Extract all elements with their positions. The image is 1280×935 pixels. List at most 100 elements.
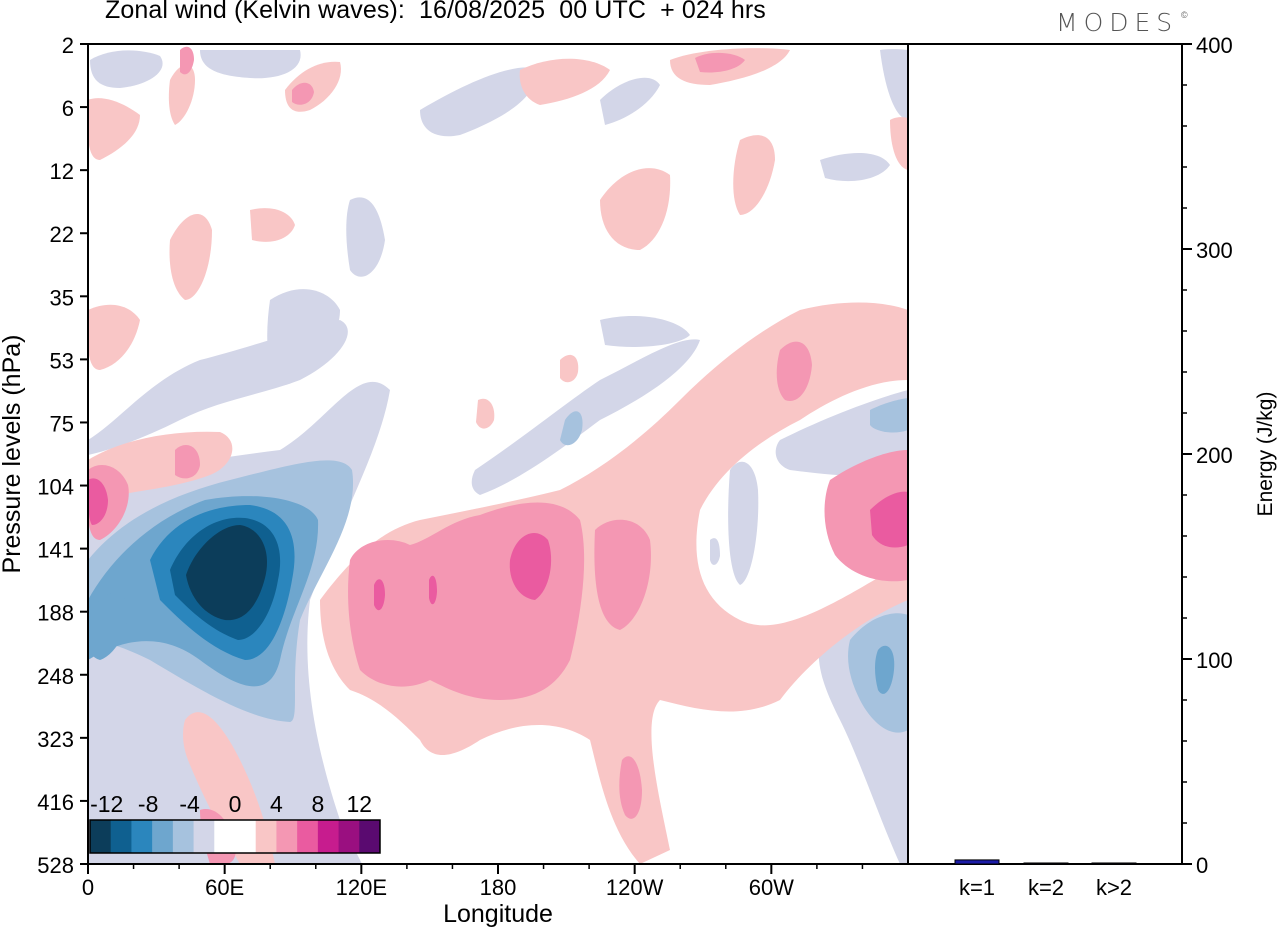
y-tick-label: 6 bbox=[62, 96, 74, 121]
colorbar-swatch bbox=[110, 820, 132, 853]
x-tick-label: 120E bbox=[336, 875, 387, 900]
neg-region bbox=[880, 49, 908, 120]
y-tick-label: 248 bbox=[37, 664, 74, 689]
pos-region bbox=[600, 168, 671, 250]
colorbar-label: -4 bbox=[179, 791, 200, 817]
energy-tick-label: 400 bbox=[1196, 33, 1233, 58]
neg-region bbox=[820, 153, 890, 182]
colorbar-swatch bbox=[90, 820, 112, 853]
energy-bar bbox=[1023, 862, 1069, 865]
pos-region bbox=[733, 135, 775, 215]
modes-logo: MODES bbox=[1056, 8, 1179, 37]
neg-region bbox=[90, 50, 163, 88]
pos-region bbox=[476, 398, 495, 429]
pos-region bbox=[695, 52, 745, 73]
y-tick-label: 528 bbox=[37, 853, 74, 878]
pos-region bbox=[168, 65, 195, 125]
y-tick-label: 416 bbox=[37, 790, 74, 815]
pos-region bbox=[560, 354, 579, 383]
y-tick-label: 22 bbox=[50, 222, 74, 247]
neg-region bbox=[728, 461, 759, 585]
pos-region bbox=[509, 532, 552, 600]
pos-region bbox=[429, 575, 437, 605]
colorbar-label: 12 bbox=[346, 791, 372, 817]
y-tick-label: 75 bbox=[50, 411, 74, 436]
colorbar-swatch bbox=[359, 820, 381, 853]
energy-tick-label: 100 bbox=[1196, 648, 1233, 673]
energy-axis-label: Energy (J/kg) bbox=[1254, 392, 1277, 517]
colorbar-swatch bbox=[255, 820, 277, 853]
x-tick-label: 60W bbox=[749, 875, 794, 900]
neg-region bbox=[471, 339, 700, 495]
pos-region bbox=[374, 579, 385, 611]
colorbar-swatch bbox=[214, 820, 236, 853]
y-tick-label: 12 bbox=[50, 159, 74, 184]
pos-region bbox=[619, 756, 642, 819]
pos-region bbox=[870, 491, 908, 548]
x-tick-label: 60E bbox=[205, 875, 244, 900]
energy-tick-label: 0 bbox=[1196, 853, 1208, 878]
colorbar-swatch bbox=[317, 820, 340, 853]
pos-region bbox=[594, 519, 651, 630]
energy-category-label: k=2 bbox=[1028, 875, 1064, 900]
pos-region bbox=[824, 450, 908, 582]
y-tick-label: 53 bbox=[50, 348, 74, 373]
y-tick-label: 104 bbox=[37, 475, 74, 500]
x-tick-label: 0 bbox=[82, 875, 94, 900]
energy-frame bbox=[907, 43, 1183, 865]
y-tick-label: 35 bbox=[50, 285, 74, 310]
energy-bar bbox=[954, 859, 1000, 865]
colorbar-swatch bbox=[172, 820, 195, 853]
colorbar: -12 -8 -4 0 4 8 12 bbox=[89, 791, 381, 854]
pos-region bbox=[292, 82, 314, 105]
y-tick-label: 2 bbox=[62, 33, 74, 58]
pos-region bbox=[285, 61, 341, 112]
logo-mark: © bbox=[1181, 10, 1188, 20]
pos-region bbox=[88, 478, 108, 525]
pos-region bbox=[169, 213, 212, 300]
colorbar-swatch bbox=[193, 820, 215, 853]
colorbar-swatch bbox=[276, 820, 298, 853]
neg-region bbox=[200, 50, 301, 79]
pos-region bbox=[180, 46, 194, 75]
x-axis-label: Longitude bbox=[443, 900, 553, 928]
neg-region bbox=[600, 315, 690, 347]
neg-region bbox=[870, 398, 908, 433]
neg-region bbox=[420, 67, 540, 137]
x-tick-label: 180 bbox=[480, 875, 517, 900]
y-tick-label: 188 bbox=[37, 601, 74, 626]
pos-region bbox=[88, 98, 140, 160]
y-tick-label: 141 bbox=[37, 538, 74, 563]
energy-category-label: k=1 bbox=[959, 875, 995, 900]
colorbar-swatch bbox=[152, 820, 174, 853]
pos-region bbox=[175, 445, 200, 479]
wind-field bbox=[88, 46, 908, 864]
energy-category-label: k>2 bbox=[1096, 875, 1132, 900]
colorbar-swatch bbox=[131, 820, 153, 853]
colorbar-swatch bbox=[235, 820, 257, 853]
pos-region bbox=[710, 538, 720, 565]
chart-title: Zonal wind (Kelvin waves): 16/08/2025 00… bbox=[105, 0, 766, 24]
pos-region bbox=[890, 117, 908, 170]
x-tick-label: 120W bbox=[606, 875, 664, 900]
pos-region bbox=[250, 208, 295, 242]
pos-region bbox=[519, 58, 610, 105]
colorbar-label: 0 bbox=[229, 791, 242, 817]
pos-region bbox=[690, 636, 710, 685]
neg-region bbox=[875, 645, 895, 694]
energy-bars: k=1 k=2 k>2 bbox=[954, 859, 1137, 900]
colorbar-label: 8 bbox=[311, 791, 324, 817]
neg-region bbox=[346, 197, 385, 277]
neg-region bbox=[186, 525, 268, 621]
energy-bar bbox=[1091, 862, 1137, 865]
energy-tick-label: 300 bbox=[1196, 238, 1233, 263]
energy-axes: 0 100 200 300 400 bbox=[907, 33, 1233, 878]
colorbar-label: -8 bbox=[138, 791, 158, 817]
colorbar-swatch bbox=[297, 820, 319, 853]
neg-region bbox=[88, 593, 129, 660]
pos-region bbox=[88, 304, 140, 370]
colorbar-label: -12 bbox=[90, 791, 123, 817]
neg-region bbox=[267, 289, 340, 385]
